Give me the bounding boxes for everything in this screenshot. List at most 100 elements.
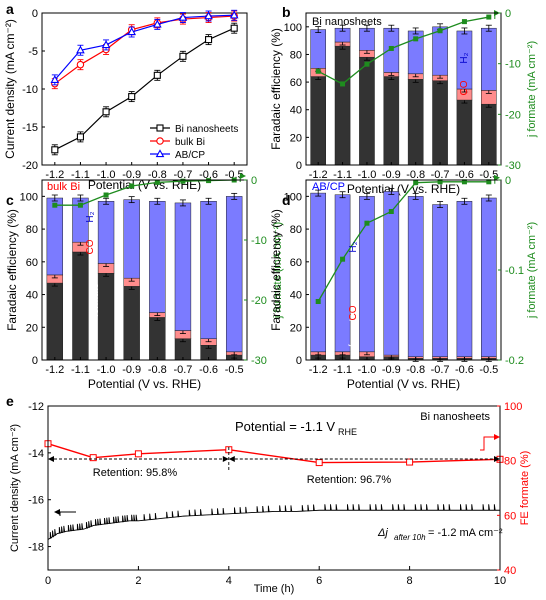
fe-formate-point [315,459,323,467]
x-tick-label: -0.5 [479,169,498,181]
x-axis-label: Potential (V vs. RHE) [347,182,460,196]
right-axis-pointer-head [494,434,500,440]
y-tick-label: 60 [26,257,38,269]
x-tick-label: 0 [45,575,51,587]
y-axis-label: Current density (mA cm⁻²) [9,424,21,552]
fe-formate-point [89,454,97,462]
series-line [54,14,235,81]
y-tick-label: 0 [296,355,302,367]
y-tick-label: 60 [290,257,302,269]
x-tick-label: -0.7 [173,364,192,376]
legend-label: AB/CP [175,150,205,161]
x-tick-label: -0.6 [199,364,218,376]
y-tick-label: -12 [28,401,44,413]
panel-label: a [6,1,14,17]
x-tick-label: -1.1 [71,169,90,181]
x-tick-label: -1.0 [97,169,116,181]
y-right-tick-label: -30 [505,160,521,172]
x-tick-label: -1.1 [333,169,352,181]
y-right-tick-label: -30 [251,355,267,367]
x-axis-label: Time (h) [254,583,295,595]
panel-annotation: AB/CP [312,181,345,193]
bar-label-h2: H₂ [85,211,96,222]
y-tick-label: -18 [28,542,44,554]
left-axis-pointer [59,511,76,516]
y-tick-label: 40 [290,290,302,302]
y-right-axis-label: j formate (mA cm⁻²) [272,222,284,319]
panel-annotation: Bi nanosheets [312,16,382,28]
y-tick-label: 40 [290,105,302,117]
bar-segment-formate [383,76,400,166]
x-tick-label: -1.2 [45,169,64,181]
data-point [76,45,85,54]
panel-d: d -1.2 -1.1 -1.0 -0.9 -0.8 -0.7 -0.6 -0.5 0 20 40 60… [269,174,538,391]
bar-segment-h2 [481,197,497,357]
bar-segment-formate [310,76,326,166]
left-axis-pointer-head [54,509,60,515]
delta-j-suffix: = -1.2 mA cm⁻² [428,527,503,539]
j-formate-line [317,181,489,302]
y-tick-label: -20 [22,160,38,172]
y-axis-label: Faradaic efficiency (%) [269,28,283,150]
x-tick-label: -0.8 [406,169,425,181]
legend-label: bulk Bi [175,137,205,148]
y-right-tick-label: 80 [504,456,516,468]
j-formate-point [364,220,370,226]
bar-segment-h2 [149,201,166,313]
x-tick-label: 4 [226,575,232,587]
data-point [50,75,60,84]
retention-arrow-head [494,456,500,462]
x-tick-label: 8 [407,575,413,587]
x-tick-label: -0.9 [382,364,401,376]
y-right-tick-label: -10 [505,59,521,71]
bar-label-co: CO [85,239,96,254]
j-formate-point [180,178,186,184]
y-tick-label: 40 [26,290,38,302]
j-formate-point [315,68,321,74]
y-right-tick-label: -0.2 [505,355,524,367]
data-point [205,36,213,44]
data-point [178,12,188,21]
bar-segment-formate [123,286,140,361]
y-right-tick-label: 0 [251,175,257,187]
y-right-axis-label: j formate (mA cm⁻²) [526,222,538,319]
bar-segment-h2 [432,26,448,76]
panel-label: c [6,192,14,208]
retention-arrow-head [228,456,235,462]
delta-j-subscript: after 10h [394,533,426,542]
y-tick-label: 100 [20,191,38,203]
panel-annotation: Bi nanosheets [420,411,490,423]
bar-segment-h2 [432,204,448,357]
j-formate-point [206,178,212,184]
retention-label-1: Retention: 95.8% [93,467,178,479]
j-formate-point [437,28,443,34]
bar-segment-formate [72,251,89,361]
x-tick-label: -0.6 [455,364,474,376]
j-formate-point [461,179,467,185]
retention-arrow-head [48,456,54,462]
x-tick-label: -0.7 [173,169,192,181]
data-point [230,24,238,32]
axis-arrow-head [494,174,500,181]
bar-segment-h2 [310,192,326,353]
bar-segment-h2 [200,201,217,339]
fe-formate-point [134,450,142,458]
x-tick-label: -0.8 [148,364,167,376]
y-tick-label: -14 [28,448,44,460]
x-axis-label: Potential (V vs. RHE) [347,377,460,391]
y-tick-label: -15 [22,122,38,134]
bar-label-co: CO [459,80,470,95]
bar-segment-formate [359,56,375,166]
axis-arrow-head [240,173,246,179]
j-formate-point [486,14,492,20]
data-point [101,40,111,49]
chart-title: Potential = -1.1 V [235,419,335,434]
y-tick-label: 80 [290,49,302,61]
bar-segment-h2 [174,202,192,331]
y-tick-label: 100 [284,191,302,203]
bar-segment-h2 [310,29,326,69]
panel-c: c -1.2 -1.1 -1.0 -0.9 -0.8 -0.7 -0.6 -0.5 0 20 40 60… [5,173,284,391]
retention-label-2: Retention: 96.7% [307,474,392,486]
data-point [156,137,164,145]
